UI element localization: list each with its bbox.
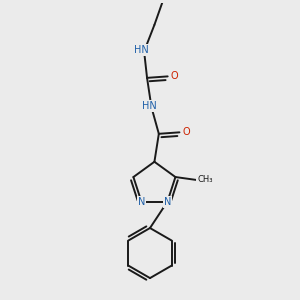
Text: O: O: [170, 71, 178, 81]
Text: CH₃: CH₃: [197, 176, 213, 184]
Text: HN: HN: [142, 101, 157, 111]
Text: HN: HN: [134, 45, 149, 55]
Text: O: O: [182, 127, 190, 137]
Text: N: N: [164, 197, 171, 207]
Text: N: N: [138, 197, 145, 207]
